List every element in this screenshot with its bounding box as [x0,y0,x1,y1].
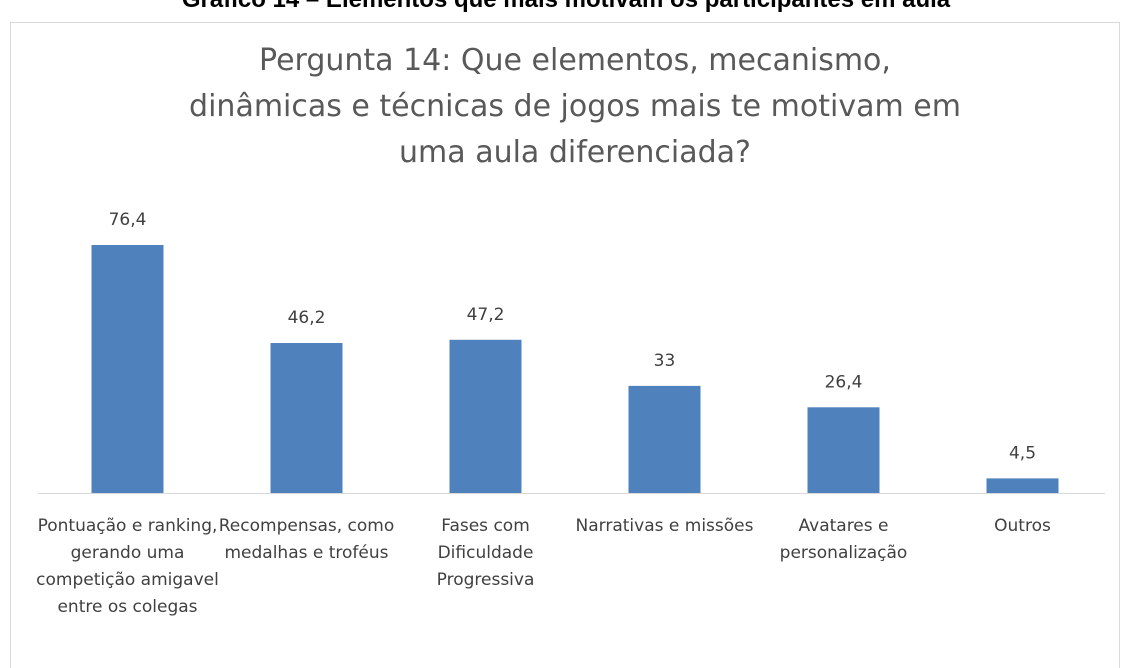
x-tick-label: Avatares e personalização [779,516,908,563]
x-tick-label: Fases com Dificuldade Progressiva [436,516,535,590]
bar [628,385,701,493]
value-label: 47,2 [467,305,505,325]
x-tick-label: Recompensas, como medalhas e troféus [218,516,395,563]
x-tick-label: Narrativas e missões [575,516,754,536]
value-label: 46,2 [288,308,326,328]
x-tick-label: Pontuação e ranking, gerando uma competi… [36,516,219,617]
value-label: 4,5 [1009,443,1036,463]
chart-title: Pergunta 14: Que elementos, mecanismo, d… [189,43,961,170]
bar [91,245,164,493]
bar [986,478,1059,493]
value-label: 76,4 [109,210,147,230]
value-label: 33 [654,351,676,371]
value-label: 26,4 [825,372,863,392]
figure-caption: Gráfico 14 – Elementos que mais motivam … [0,0,1132,14]
chart-frame [10,22,1120,668]
bar [807,407,880,493]
x-tick-label: Outros [994,516,1051,536]
bar [449,339,522,493]
bar [270,343,343,493]
